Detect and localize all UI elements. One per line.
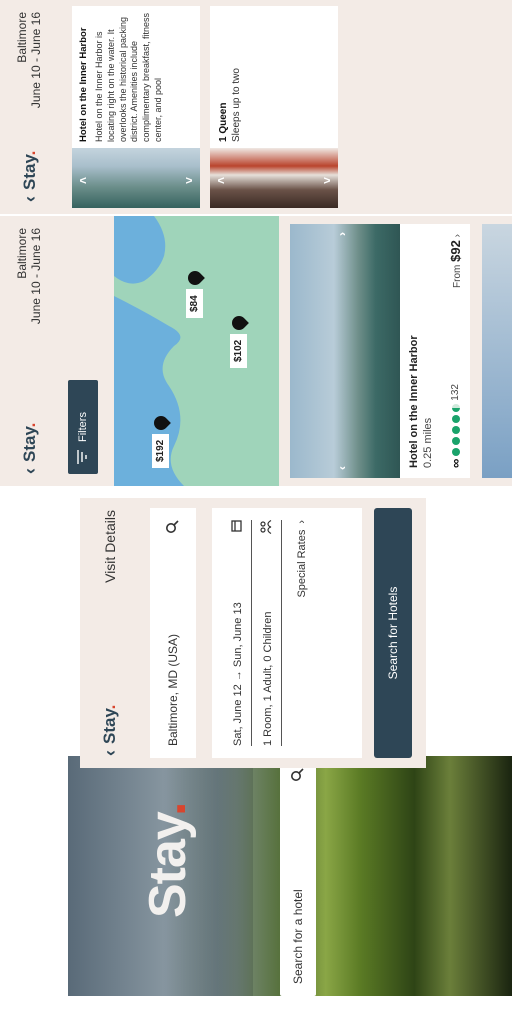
filter-icon — [76, 450, 90, 464]
page-title: Visit Details — [102, 510, 118, 583]
rating: ∞ 132 — [448, 384, 463, 468]
results-map[interactable]: $192 $84 $102 — [114, 216, 279, 486]
map-pin-price: $84 — [186, 289, 203, 318]
hotel-search-input[interactable]: Search for a hotel — [280, 756, 316, 996]
hotel-distance: 0.25 miles — [422, 417, 434, 468]
tripadvisor-owl-icon: ∞ — [448, 458, 463, 468]
chevron-up-icon[interactable]: ˄ — [214, 176, 228, 184]
map-pin-price: $102 — [230, 333, 247, 368]
price-from[interactable]: From $92 › — [448, 234, 463, 288]
visit-form-card: Sat, June 12 → Sun, June 13 1 Room, 1 Ad… — [212, 508, 362, 758]
hotel-overview-card: ˄ ˅ Hotel on the Inner Harbor Hotel on t… — [72, 6, 200, 208]
map-marker-icon — [150, 412, 171, 433]
hotel-photo: ‹ › — [290, 224, 400, 478]
date-range-label: June 10 - June 16 — [29, 228, 43, 325]
map-marker-icon — [228, 312, 249, 333]
search-icon[interactable] — [290, 768, 307, 782]
brand-logo[interactable]: ‹ Stay. — [99, 704, 120, 756]
rating-bubble-icon — [451, 425, 460, 434]
map-pin[interactable]: $102 — [228, 312, 249, 368]
hotel-name: Hotel on the Inner Harbor — [408, 335, 420, 468]
price-value: $92 — [448, 240, 463, 262]
brand-logo[interactable]: ‹ Stay. — [19, 150, 40, 202]
people-icon — [260, 519, 275, 535]
rating-bubble-icon — [451, 447, 460, 456]
back-chevron-icon[interactable]: ‹ — [99, 750, 120, 756]
trip-summary: Baltimore June 10 - June 16 — [15, 12, 44, 109]
hotel-description: Hotel on the Inner Harbor Hotel on the I… — [78, 12, 163, 142]
hotel-listing-card[interactable]: ‹ › Hotel on the Inner Harbor 0.25 miles… — [290, 224, 470, 478]
hotel-listing-card[interactable] — [482, 224, 512, 478]
rating-bubble-icon — [451, 403, 460, 412]
chevron-down-icon[interactable]: ˅ — [320, 176, 334, 184]
map-land — [114, 216, 184, 486]
detail-topbar: ‹ Stay. Baltimore June 10 - June 16 — [0, 0, 60, 214]
results-screen: ‹ Stay. Baltimore June 10 - June 16 Filt… — [0, 216, 512, 486]
rating-bubble-icon — [451, 436, 460, 445]
visit-topbar: ‹ Stay. Visit Details — [80, 498, 140, 768]
hotel-detail-screen: ‹ Stay. Baltimore June 10 - June 16 ˄ ˅ … — [0, 0, 512, 214]
visit-details-screen: ‹ Stay. Visit Details Baltimore, MD (USA… — [80, 498, 426, 768]
rating-bubble-icon — [451, 414, 460, 423]
search-hotels-button[interactable]: Search for Hotels — [374, 508, 412, 758]
location-field[interactable]: Baltimore, MD (USA) — [150, 508, 196, 758]
date-range-value: Sat, June 12 → Sun, June 13 — [231, 602, 244, 746]
results-topbar: ‹ Stay. Baltimore June 10 - June 16 — [0, 216, 60, 486]
chevron-right-icon: › — [296, 520, 308, 524]
filters-button[interactable]: Filters — [68, 380, 98, 474]
filters-label: Filters — [77, 412, 89, 442]
guests-value: 1 Room, 1 Adult, 0 Children — [261, 611, 274, 746]
chevron-down-icon[interactable]: ˅ — [182, 176, 196, 184]
city-label: Baltimore — [15, 12, 30, 63]
room-type: 1 Queen — [218, 102, 229, 142]
chevron-left-icon[interactable]: ‹ — [335, 466, 349, 470]
brand-logo[interactable]: ‹ Stay. — [19, 422, 40, 474]
hotel-name: Hotel on the Inner Harbor — [78, 27, 89, 142]
trip-summary: Baltimore June 10 - June 16 — [15, 228, 44, 325]
search-placeholder: Search for a hotel — [291, 889, 305, 984]
back-chevron-icon[interactable]: ‹ — [19, 196, 40, 202]
special-rates-label: Special Rates — [296, 529, 308, 598]
date-range-label: June 10 - June 16 — [29, 12, 43, 109]
room-card[interactable]: ˄ ˅ 1 Queen Sleeps up to two — [210, 6, 338, 208]
search-icon[interactable] — [165, 520, 182, 534]
room-capacity: Sleeps up to two — [231, 68, 242, 142]
back-chevron-icon[interactable]: ‹ — [19, 468, 40, 474]
map-pin-price: $192 — [152, 433, 169, 468]
room-photo: ˄ ˅ — [210, 148, 338, 208]
listing-meta: ∞ 132 From $92 › — [448, 234, 463, 468]
hotel-photo: ˄ ˅ — [72, 148, 200, 208]
listing-info: Hotel on the Inner Harbor 0.25 miles ∞ 1… — [408, 234, 463, 468]
map-marker-icon — [184, 268, 205, 289]
map-pin[interactable]: $192 — [150, 412, 171, 468]
chevron-up-icon[interactable]: ˄ — [76, 176, 90, 184]
date-range-field[interactable]: Sat, June 12 → Sun, June 13 — [222, 520, 252, 746]
location-value: Baltimore, MD (USA) — [166, 633, 180, 746]
city-label: Baltimore — [15, 228, 30, 279]
landing-screen: Stay. Search for a hotel — [68, 756, 512, 996]
landing-logo: Stay. — [139, 802, 197, 918]
guests-field[interactable]: 1 Room, 1 Adult, 0 Children — [252, 519, 282, 746]
calendar-icon — [230, 520, 245, 532]
chevron-right-icon[interactable]: › — [335, 232, 349, 236]
review-count: 132 — [450, 384, 461, 401]
map-pin[interactable]: $84 — [184, 268, 205, 318]
special-rates-link[interactable]: Special Rates › — [296, 520, 308, 746]
room-info: 1 Queen Sleeps up to two — [218, 68, 242, 142]
